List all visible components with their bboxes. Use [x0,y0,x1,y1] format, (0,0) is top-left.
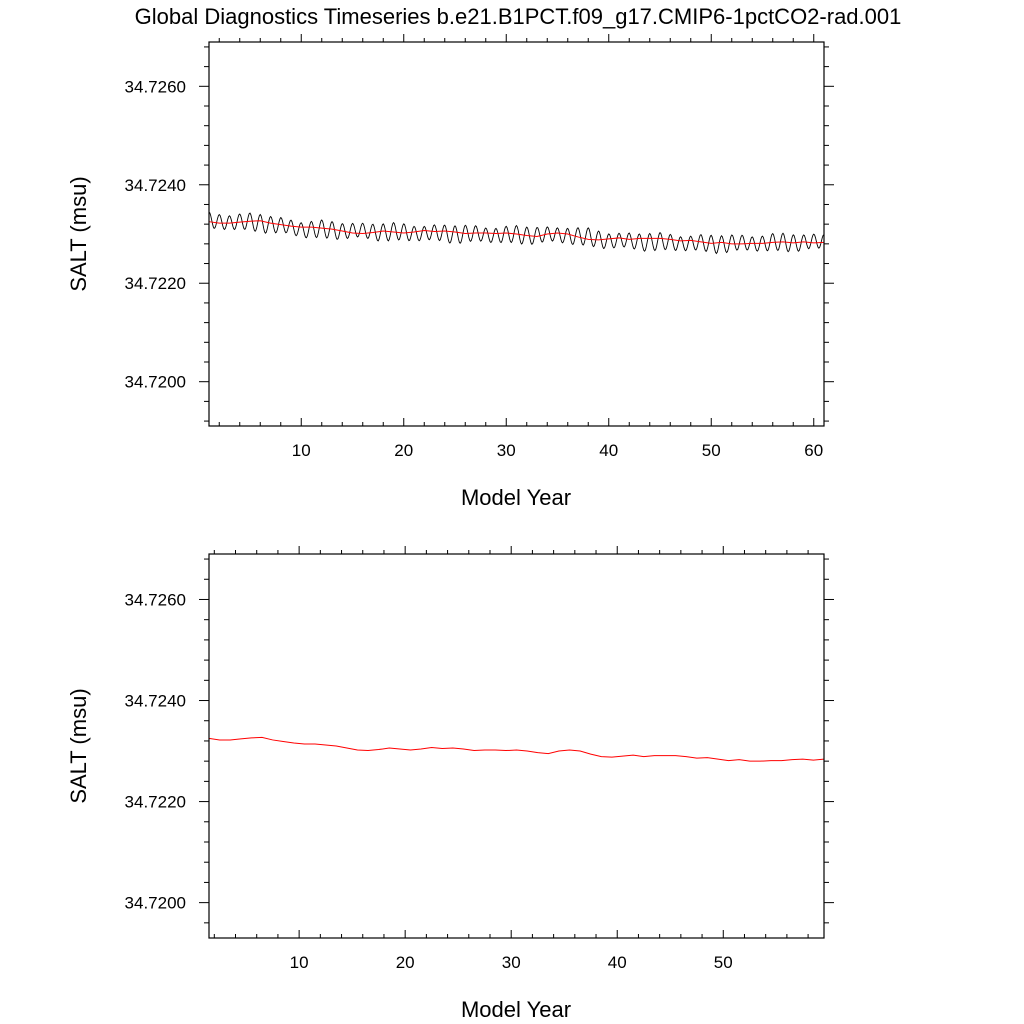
top-x-axis-label: Model Year [461,485,571,510]
figure-title: Global Diagnostics Timeseries b.e21.B1PC… [135,4,902,29]
top-x-tick-label: 10 [292,441,311,460]
bottom-x-tick-label: 10 [290,953,309,972]
top-y-tick-label: 34.7260 [125,77,186,96]
top-ticks-layer: 10 20 30 40 50 60 34.7200 34.7220 34.7240 34.7260 [125,34,834,460]
bottom-series-layer [208,736,825,762]
bottom-x-tick-label: 50 [714,953,733,972]
top-y-tick-label: 34.7220 [125,274,186,293]
top-x-tick-label: 30 [497,441,516,460]
bottom-x-tick-label: 40 [608,953,627,972]
bottom-ticks-layer: 10 20 30 40 50 34.7200 34.7220 34.7240 34.7260 [125,546,834,972]
top-annual-series-line [208,220,825,245]
top-y-tick-label: 34.7240 [125,176,186,195]
top-x-tick-label: 60 [804,441,823,460]
top-x-tick-label: 20 [394,441,413,460]
top-monthly-series-line [208,211,825,255]
top-plot-frame [208,41,825,427]
top-series-layer [208,211,825,255]
bottom-x-tick-label: 30 [502,953,521,972]
bottom-y-tick-label: 34.7240 [125,692,186,711]
bottom-y-tick-label: 34.7220 [125,793,186,812]
bottom-x-axis-label: Model Year [461,997,571,1022]
top-y-axis-label: SALT (msu) [66,176,91,291]
top-panel: 10 20 30 40 50 60 34.7200 34.7220 34.7240 34.7260… [66,34,834,510]
top-x-tick-label: 50 [702,441,721,460]
bottom-plot-frame [208,553,825,939]
bottom-y-tick-label: 34.7260 [125,590,186,609]
bottom-annual-series-line [208,736,825,762]
bottom-y-axis-label: SALT (msu) [66,688,91,803]
top-x-tick-label: 40 [599,441,618,460]
bottom-x-tick-label: 20 [396,953,415,972]
bottom-y-tick-label: 34.7200 [125,894,186,913]
top-y-tick-label: 34.7200 [125,373,186,392]
bottom-panel: 10 20 30 40 50 34.7200 34.7220 34.7240 34.7260 M… [66,546,834,1022]
